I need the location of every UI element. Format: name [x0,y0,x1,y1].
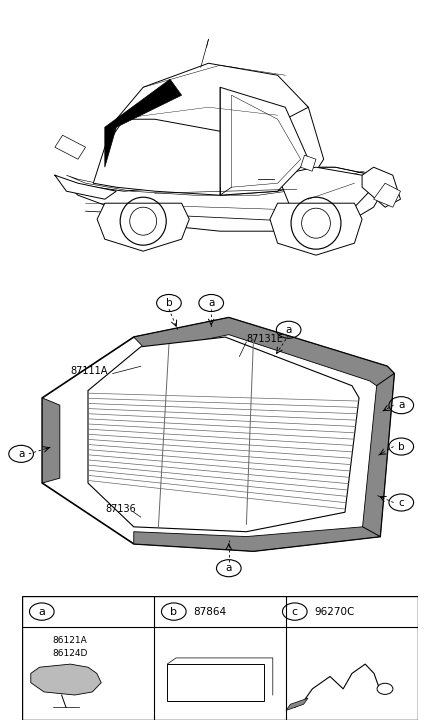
Polygon shape [301,156,316,171]
Polygon shape [105,79,182,167]
Text: 86124D: 86124D [53,648,88,658]
Polygon shape [97,203,189,251]
Text: b: b [165,298,172,308]
Polygon shape [93,67,324,196]
Text: 96270C: 96270C [315,606,355,616]
Text: a: a [226,563,232,573]
Polygon shape [116,63,308,132]
Polygon shape [55,167,385,231]
Text: b: b [170,606,177,616]
Text: a: a [286,325,292,334]
Polygon shape [55,175,116,199]
Polygon shape [66,167,374,196]
Polygon shape [231,95,301,187]
Text: 87111A: 87111A [70,366,108,376]
Polygon shape [374,183,400,207]
Polygon shape [42,318,394,551]
Polygon shape [286,698,308,710]
Text: a: a [208,298,214,308]
Text: 87136: 87136 [106,505,136,514]
Polygon shape [167,664,264,701]
Text: c: c [292,606,298,616]
Text: c: c [398,497,404,507]
Text: a: a [398,400,404,410]
Polygon shape [270,203,362,255]
Polygon shape [134,318,394,386]
Polygon shape [363,374,394,537]
Text: a: a [18,449,24,459]
Polygon shape [42,398,60,483]
Text: a: a [38,606,45,616]
Text: b: b [398,441,405,451]
Polygon shape [278,167,374,223]
Polygon shape [88,337,359,531]
Polygon shape [220,87,308,196]
Polygon shape [134,527,380,551]
Text: 87864: 87864 [194,606,227,616]
Polygon shape [31,664,101,695]
Polygon shape [362,167,400,207]
Text: 87131E: 87131E [246,334,283,344]
Polygon shape [55,135,86,159]
Text: 86121A: 86121A [53,636,88,646]
